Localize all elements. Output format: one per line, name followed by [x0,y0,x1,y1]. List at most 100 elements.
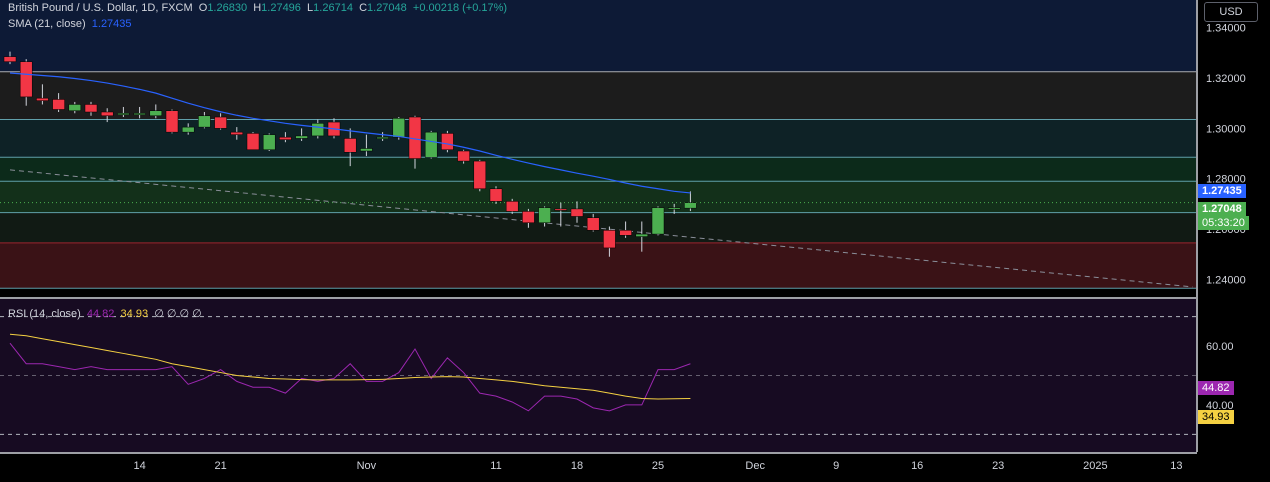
candle-body [230,131,244,135]
open-label: O [198,2,208,14]
price-pane-bottom-background [0,288,1196,297]
time-tick-label: 23 [992,460,1004,472]
candle-body [392,118,406,138]
high-value: 1.27496 [261,2,301,14]
candle-body [360,148,373,152]
candle-body [198,115,211,128]
rsi-line [9,342,691,412]
candle-body [619,230,632,236]
close-value: 1.27048 [367,2,407,14]
time-tick-label: 21 [214,460,226,472]
time-tick-label: Nov [357,460,377,472]
candle-body [100,111,114,117]
candle-body [149,110,163,117]
candle-body [84,104,98,113]
candle-body [603,230,616,249]
price-pane-top-background [0,0,1196,72]
candle-body [165,110,179,133]
sma-line [9,72,691,194]
sma-legend[interactable]: SMA (21, close) 1.27435 [8,18,132,30]
candle-body [343,138,357,153]
candle-body [19,61,33,98]
open-value: 1.26830 [207,2,248,14]
time-tick-label: Dec [745,460,765,472]
candle-body [36,97,49,101]
high-label: H [253,2,262,14]
candle-body [441,133,454,151]
rsi-ma-value: 34.93 [120,308,149,320]
low-value: 1.26714 [313,2,353,14]
candle-body [635,233,649,237]
symbol-name[interactable]: British Pound / U.S. Dollar, 1D, FXCM [8,2,193,14]
rsi-current-label: 44.82 [1198,381,1234,395]
price-zone-0 [0,71,1196,120]
rsi-tick-label: 40.00 [1206,400,1234,412]
candle-body [554,208,568,211]
time-tick-label: 11 [490,460,501,472]
price-tick-label: 1.32000 [1206,73,1246,85]
symbol-legend: British Pound / U.S. Dollar, 1D, FXCM O1… [8,2,507,14]
candle-body [684,202,697,209]
candle-body [246,133,260,151]
candle-body [586,217,600,231]
rsi-extra-values: ∅ ∅ ∅ ∅ [154,308,202,320]
candle-body [52,99,65,110]
candle-body [424,131,438,158]
price-tick-label: 1.28000 [1206,174,1246,186]
candle-body [279,136,292,140]
sma-value: 1.27435 [91,18,132,30]
candle-body [117,113,130,116]
candle-body [181,126,195,133]
close-label: C [359,2,368,14]
candle-body [473,160,487,190]
price-tick-label: 1.34000 [1206,23,1246,35]
candle-body [3,56,17,62]
time-tick-label: 13 [1170,460,1182,472]
countdown-label: 05:33:20 [1198,216,1249,230]
candle-body [651,207,665,235]
candle-body [457,150,470,162]
time-tick-label: 2025 [1083,460,1107,472]
candle-body [295,135,308,139]
change-value: +0.00218 (+0.17%) [412,2,508,14]
candle-body [133,113,146,116]
rsi-ma-current-label: 34.93 [1198,410,1234,424]
close-price-label: 1.27048 [1198,202,1246,216]
candle-body [570,208,584,217]
candle-body [68,104,82,111]
price-tick-label: 1.30000 [1206,123,1246,135]
time-tick-label: 9 [833,460,839,472]
rsi-value: 44.82 [86,308,115,320]
price-zone-3 [0,181,1196,213]
sma-price-label: 1.27435 [1198,184,1246,198]
price-zone-1 [0,119,1196,158]
candle-body [505,201,519,212]
candle-body [538,207,551,223]
candle-body [376,136,389,139]
candle-body [667,207,681,210]
time-tick-label: 18 [571,460,583,472]
time-tick-label: 25 [652,460,664,472]
rsi-legend[interactable]: RSI (14, close) 44.82 34.93 ∅ ∅ ∅ ∅ [8,307,202,320]
time-axis-background [0,453,1270,482]
rsi-ma-line [9,333,691,400]
price-zone-5 [0,242,1196,289]
candle-body [262,134,276,151]
candle-body [522,211,535,223]
rsi-pane-background [0,299,1196,452]
price-zone-2 [0,157,1196,182]
time-tick-label: 14 [133,460,145,472]
time-tick-label: 16 [911,460,923,472]
currency-button[interactable]: USD [1204,2,1258,22]
price-axis-background [1197,0,1270,482]
rsi-label: RSI (14, close) [8,308,81,320]
trendline [9,169,1193,288]
rsi-tick-label: 60.00 [1206,341,1234,353]
sma-label: SMA (21, close) [8,18,86,30]
candle-body [214,116,227,129]
low-label: L [307,2,314,14]
candle-body [311,123,325,137]
price-tick-label: 1.24000 [1206,274,1246,286]
